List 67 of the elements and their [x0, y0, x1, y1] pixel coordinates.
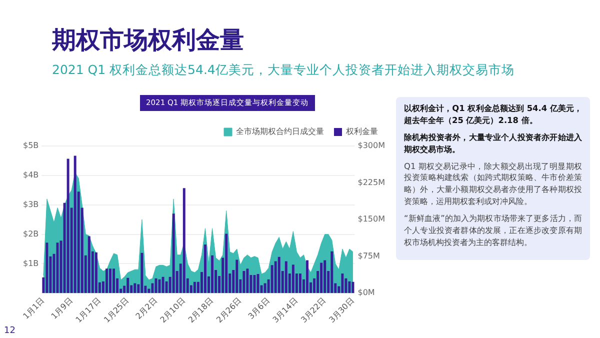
- text: 除机构投资者外，大量专业个人投资者亦开始进入期权交易市场。: [404, 132, 582, 156]
- x-tick-label: 1月17日: [74, 296, 103, 324]
- y2-tick-label: $0M: [358, 288, 375, 298]
- y-tick-label: $4B: [22, 170, 39, 180]
- text: 12: [4, 326, 16, 336]
- bar: [352, 282, 354, 294]
- bar: [270, 265, 274, 294]
- bar: [284, 261, 288, 294]
- x-tick-label: 1月25日: [102, 296, 131, 324]
- x-tick-label: 3月6日: [246, 296, 272, 321]
- bar: [278, 256, 280, 294]
- bar: [348, 281, 351, 294]
- bar: [246, 268, 249, 294]
- x-tick-label: 1月1日: [21, 296, 46, 321]
- bar: [274, 261, 277, 294]
- bar: [106, 268, 108, 294]
- bar: [204, 244, 206, 294]
- bar: [242, 271, 246, 294]
- text: “新鲜血液”的加入为期权市场带来了更多活力，而个人专业投资者群体的发展，正在逐步改变原有期权市场机构投资者为主的客群结构。: [404, 213, 582, 249]
- bar: [94, 252, 98, 294]
- bar: [46, 242, 48, 294]
- bar: [140, 252, 144, 294]
- bar: [193, 282, 196, 294]
- x-tick-label: 3月30日: [327, 296, 356, 324]
- x-tick-label: 2月2日: [134, 296, 159, 321]
- bar: [324, 260, 326, 294]
- y-tick-label: $3B: [22, 200, 39, 209]
- bar: [298, 273, 302, 294]
- bar: [126, 278, 130, 294]
- bar: [236, 260, 238, 294]
- bar: [225, 234, 228, 294]
- chart-subtitle: 2021 Q1 权利金总额达54.4亿美元，大量专业个人投资者开始进入期权交易市场: [52, 62, 514, 79]
- text: 以权利金计，Q1 权利金总额达到 54.4 亿美元，超去年全年（25 亿美元）2.18 倍。: [404, 103, 582, 127]
- bar: [306, 260, 308, 294]
- y2-tick-label: $300M: [358, 141, 386, 150]
- bar: [320, 262, 323, 294]
- y2-tick-label: $150M: [358, 214, 386, 224]
- x-tick-label: 2月18日: [186, 296, 216, 324]
- chart-title: 期权市场权利金量: [52, 25, 244, 56]
- x-tick-label: 2月10日: [158, 296, 188, 324]
- x-tick-label: 2月26日: [214, 296, 244, 324]
- bar: [66, 158, 70, 294]
- bar: [264, 283, 266, 294]
- y-tick-label: $2B: [22, 229, 39, 238]
- bar: [211, 255, 214, 294]
- bar: [88, 236, 90, 294]
- bar: [109, 268, 112, 294]
- bar: [112, 268, 116, 294]
- legend-label: 权利金量: [345, 127, 378, 136]
- text: Q1 期权交易记录中，除大额交易出现了明显期权投资策略构建线索（如跨式期权策略、牛市价差策略）外，大量小额期权交易者亦使用了各种期权投资策略，运用期权套利或对冲风险。: [404, 160, 582, 208]
- bar: [134, 283, 136, 294]
- legend-label: 全市场期权合约日成交量: [236, 127, 324, 136]
- bar: [162, 276, 164, 294]
- x-tick-label: 1月9日: [50, 296, 74, 321]
- bar: [182, 188, 186, 294]
- y-tick-label: $5B: [22, 141, 39, 150]
- bar: [172, 214, 175, 294]
- x-tick-label: 3月14日: [271, 296, 300, 324]
- y2-tick-label: $225M: [358, 178, 386, 187]
- y2-tick-label: $75M: [358, 251, 380, 260]
- y-tick-label: $1B: [22, 258, 39, 268]
- bar: [330, 251, 334, 294]
- bar: [74, 156, 76, 294]
- bar: [292, 264, 294, 294]
- bar: [341, 273, 344, 294]
- bar: [165, 281, 168, 294]
- x-tick-label: 3月22日: [299, 296, 328, 324]
